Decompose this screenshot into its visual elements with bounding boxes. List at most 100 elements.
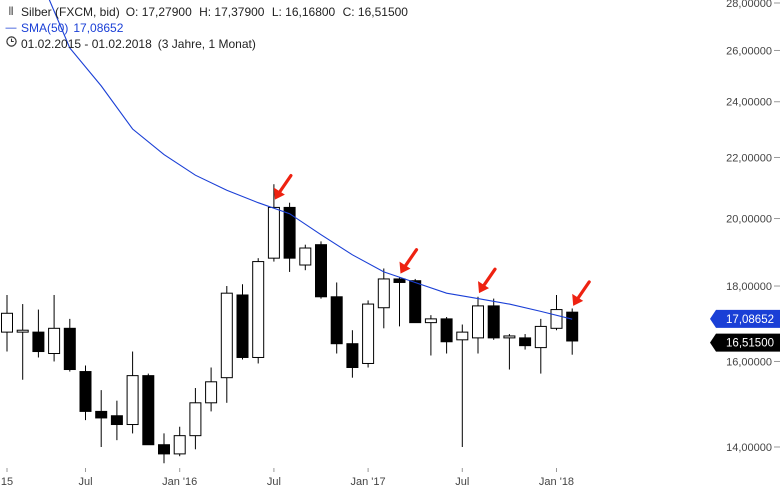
x-tick: Jul xyxy=(78,468,93,488)
candle-body-up xyxy=(126,375,139,426)
candle xyxy=(487,298,500,340)
x-tick: Jan '16 xyxy=(162,468,197,488)
y-tick-label: 24,00000 xyxy=(726,97,772,109)
candle xyxy=(110,400,123,441)
candle xyxy=(409,278,422,324)
instrument-name: Silber (FXCM, bid) xyxy=(21,5,120,19)
x-tick: 15 xyxy=(1,468,13,488)
y-tick: 18,00000 xyxy=(726,281,780,293)
candle-body-down xyxy=(487,305,500,339)
candle xyxy=(158,433,170,464)
sma-value: 17,08652 xyxy=(73,21,124,35)
arrow-head xyxy=(572,293,584,306)
candle xyxy=(1,294,13,352)
candle-body-up xyxy=(299,247,312,266)
price-tag-background xyxy=(710,333,780,352)
candle xyxy=(205,367,218,412)
y-tick: 14,00000 xyxy=(726,442,780,454)
candle xyxy=(220,286,233,403)
price-tag: 17,08652 xyxy=(710,309,780,328)
arrow-head xyxy=(478,281,489,294)
y-tick: 20,00000 xyxy=(726,214,780,226)
candle xyxy=(534,318,547,374)
candle-body-down xyxy=(142,375,155,446)
candle xyxy=(346,330,359,378)
candle-body-down xyxy=(79,371,92,412)
candle xyxy=(32,309,45,358)
annotation-arrow xyxy=(572,280,591,306)
y-tick: 16,00000 xyxy=(726,356,780,368)
x-tick-label: Jul xyxy=(78,476,92,488)
price-tag-label: 17,08652 xyxy=(726,314,774,326)
candle-body-up xyxy=(550,309,563,329)
arrow-head xyxy=(273,187,285,200)
candle-body-up xyxy=(189,402,202,437)
candlestick-chart-icon: ⫴ xyxy=(8,6,14,18)
y-tick-label: 18,00000 xyxy=(726,281,772,293)
sma-label: SMA(50) xyxy=(21,21,69,35)
candle-body-up xyxy=(534,325,547,349)
candle-body-up xyxy=(205,381,218,404)
candle xyxy=(550,294,563,331)
candle-body-up xyxy=(1,312,13,333)
x-axis: 15 Jul Jan '16 Jul Jan '17 Jul Jan '18 xyxy=(1,468,574,488)
price-tags: 17,08652 16,51500 xyxy=(710,309,780,352)
sma-line xyxy=(48,0,573,320)
y-tick: 26,00000 xyxy=(726,45,780,57)
candle-body-down xyxy=(393,278,406,283)
candles xyxy=(1,184,579,464)
y-tick-label: 22,00000 xyxy=(726,152,772,164)
candle xyxy=(16,304,29,380)
x-tick-label: Jul xyxy=(267,476,281,488)
open-value: O: 17,27900 xyxy=(125,5,192,19)
candle-body-down xyxy=(283,206,296,259)
candle-body-down xyxy=(315,244,327,298)
candle-body-up xyxy=(267,206,280,259)
annotation-arrows xyxy=(273,173,591,306)
instrument-row: ⫴ Silber (FXCM, bid) O: 17,27900 H: 17,3… xyxy=(4,4,412,20)
arrow-shaft xyxy=(278,173,293,194)
clock-icon xyxy=(4,36,18,52)
candle-body-up xyxy=(424,318,437,324)
candle xyxy=(142,373,155,446)
arrow-shaft xyxy=(403,248,419,268)
candle-body-down xyxy=(440,318,453,343)
candle-body-down xyxy=(95,410,108,419)
chart-header: ⫴ Silber (FXCM, bid) O: 17,27900 H: 17,3… xyxy=(4,4,412,52)
y-tick: 24,00000 xyxy=(726,97,780,109)
candle xyxy=(267,184,280,262)
x-tick: Jan '18 xyxy=(539,468,574,488)
y-tick: 28,00000 xyxy=(726,0,780,10)
y-tick: 22,00000 xyxy=(726,152,780,164)
candle-body-up xyxy=(377,278,390,309)
candle-body-up xyxy=(456,331,469,341)
candle xyxy=(519,334,532,350)
annotation-arrow xyxy=(399,248,419,274)
x-tick-label: 15 xyxy=(1,476,13,488)
candle-body-down xyxy=(63,327,76,371)
high-value: H: 17,37900 xyxy=(199,5,265,19)
y-tick-label: 28,00000 xyxy=(726,0,772,10)
arrow-shaft xyxy=(576,280,591,300)
price-tag-label: 16,51500 xyxy=(726,338,774,350)
candle xyxy=(126,351,139,434)
candle-body-up xyxy=(220,292,233,379)
candle-body-up xyxy=(252,261,265,358)
candle-body-down xyxy=(346,343,359,368)
range-row: 01.02.2015 - 01.02.2018 (3 Jahre, 1 Mona… xyxy=(4,36,412,52)
candle-body-down xyxy=(32,331,45,353)
arrow-head xyxy=(399,261,411,274)
candle xyxy=(393,277,406,327)
x-tick: Jul xyxy=(267,468,281,488)
sma-series xyxy=(48,0,573,320)
x-tick-label: Jan '18 xyxy=(539,476,574,488)
y-axis: 14,00000 16,00000 18,00000 20,00000 22,00000… xyxy=(726,0,780,454)
candle-body-down xyxy=(566,311,579,342)
candle-body-up xyxy=(173,435,186,455)
candle-body-up xyxy=(472,305,484,339)
candle xyxy=(456,324,469,447)
candle xyxy=(424,315,437,356)
candle xyxy=(472,296,484,354)
candle xyxy=(299,244,312,271)
